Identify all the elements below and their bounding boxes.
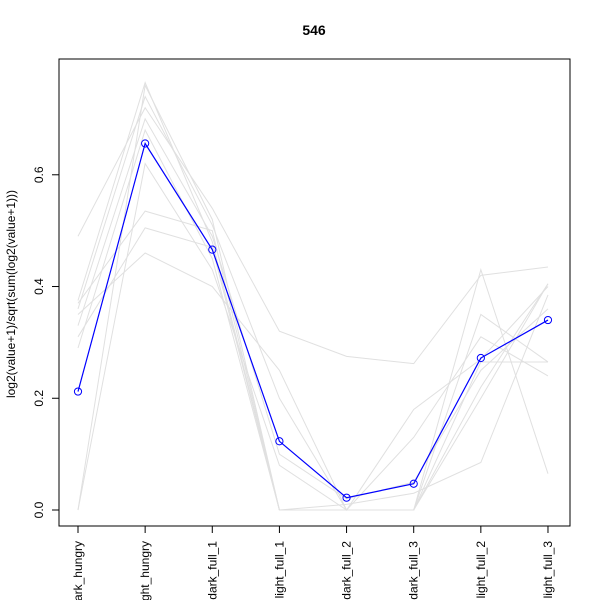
x-tick-label: ght_hungry [138,541,152,600]
x-tick-label: dark_full_3 [407,541,421,600]
highlight-point [275,437,284,446]
x-tick-label: dark_full_2 [340,541,354,600]
background-series-line-7 [77,95,549,511]
highlight-point [342,493,351,502]
x-tick-label: light_full_3 [541,541,555,599]
x-tick-label: ark_hungry [71,541,85,600]
highlight-series-line [77,142,549,499]
y-tick-label: 0.0 [32,501,46,518]
y-tick-label: 0.2 [32,390,46,407]
x-axis: ark_hungry ght_hungry dark_full_1 light_ful… [71,525,555,600]
x-tick-label: light_full_2 [474,541,488,599]
highlight-point [409,479,418,488]
highlight-point [543,315,553,325]
highlight-point [208,245,217,254]
y-axis: 0.0 0.2 0.4 0.6 [32,166,60,518]
background-series-line-3 [77,252,549,512]
background-series-line-8 [77,227,549,511]
background-series-line-9 [77,162,549,511]
y-tick-label: 0.4 [32,278,46,295]
y-axis-label: log2(value+1)/sqrt(sum(log2(value+1))) [4,190,18,398]
x-tick-label: dark_full_1 [205,541,219,600]
highlight-point [476,353,485,363]
highlight-point [141,139,150,148]
background-series-line-1 [77,106,549,365]
y-tick-label: 0.6 [32,166,46,183]
background-series-line-6 [77,128,549,511]
highlight-point [73,387,83,396]
background-series-group [77,81,549,512]
highlight-series-group [73,139,553,502]
background-series-line-2 [77,210,549,511]
background-series-line-10 [77,81,548,511]
background-series-line-5 [77,117,549,500]
x-tick-label: light_full_1 [272,541,286,599]
chart-title: 546 [302,22,326,38]
